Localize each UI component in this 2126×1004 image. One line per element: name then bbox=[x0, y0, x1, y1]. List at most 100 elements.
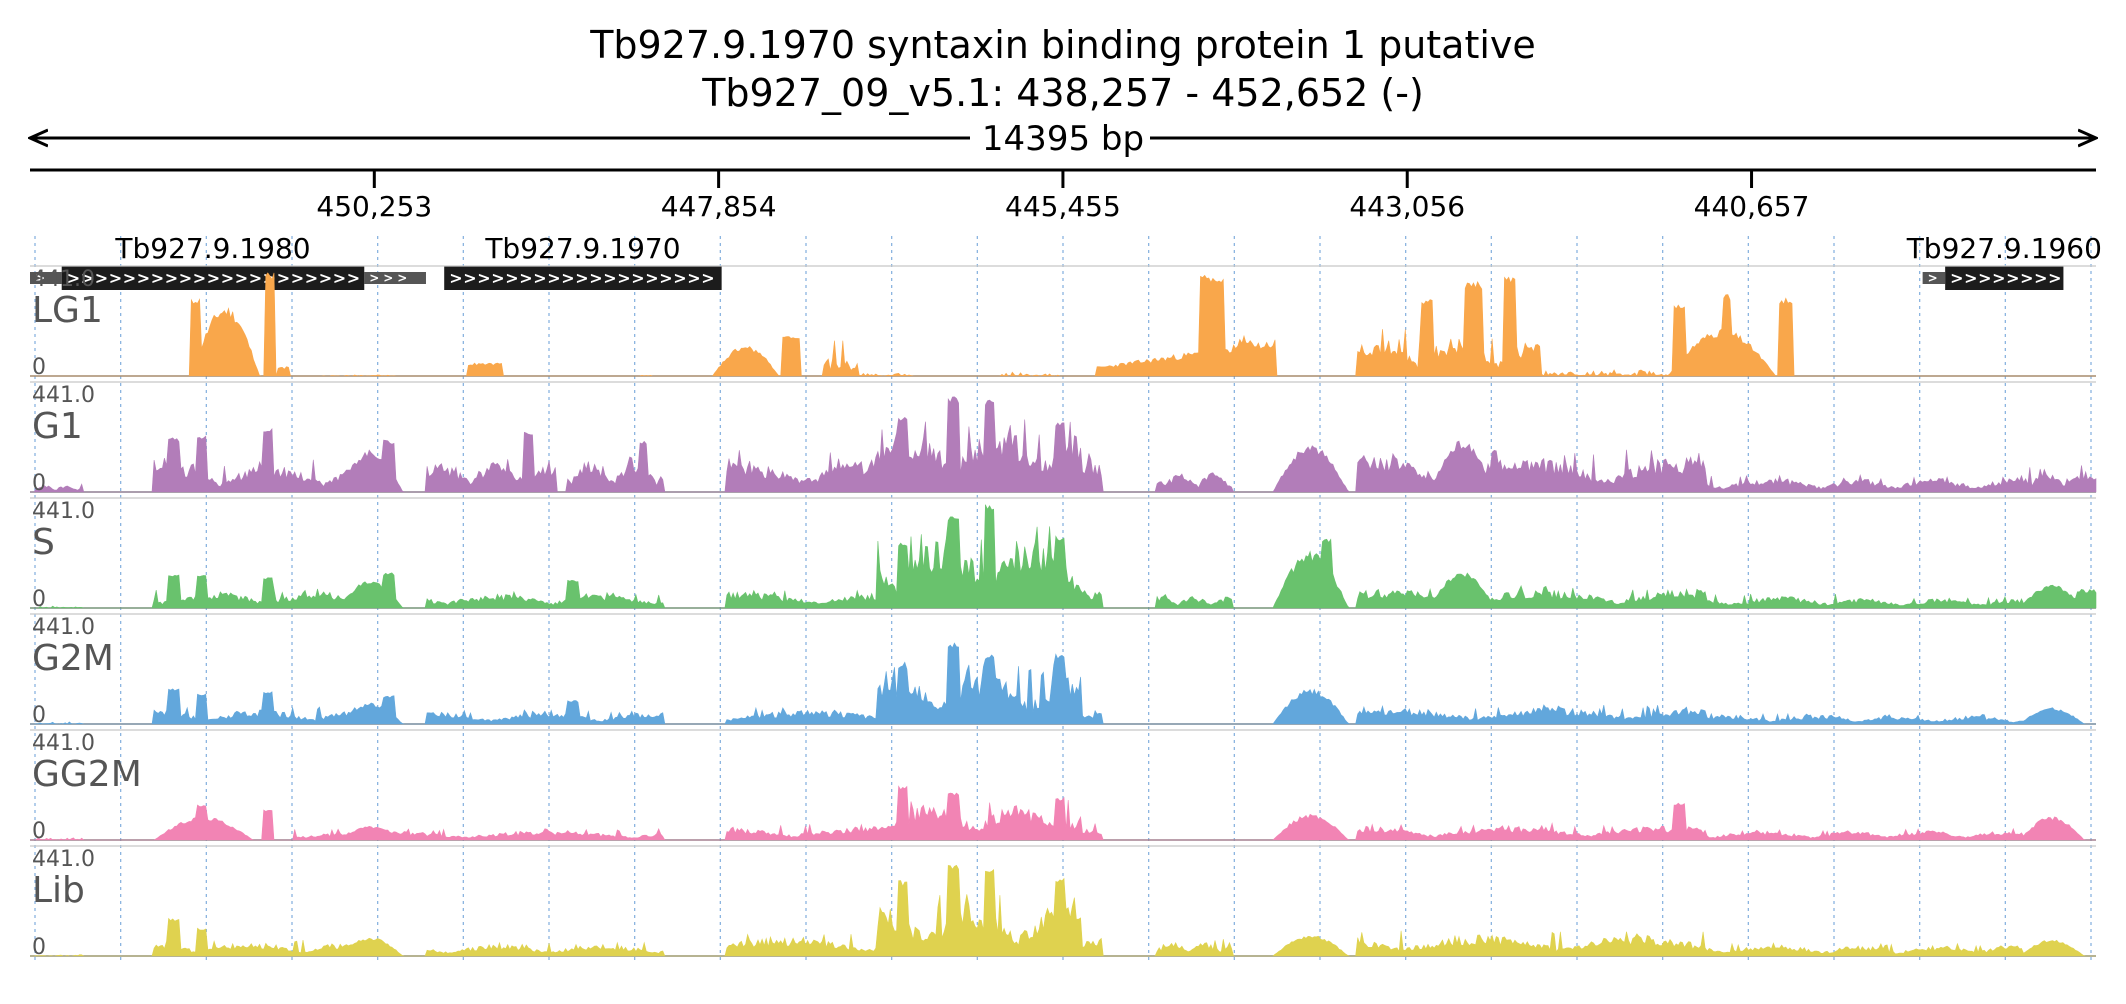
track-G1: 441.0 0 G1 bbox=[30, 381, 2097, 496]
strand-arrow: > bbox=[165, 269, 178, 288]
strand-arrow: > bbox=[249, 269, 262, 288]
tick-label: 443,056 bbox=[1349, 190, 1465, 223]
strand-arrow: > bbox=[35, 271, 45, 285]
tick-label: 445,455 bbox=[1005, 190, 1121, 223]
gene-feature bbox=[61, 266, 365, 290]
strand-arrow: > bbox=[1992, 269, 2005, 288]
strand-arrow: > bbox=[193, 269, 206, 288]
strand-arrow: > bbox=[319, 269, 332, 288]
y-max-label: 441.0 bbox=[32, 267, 95, 292]
strand-arrow: > bbox=[561, 269, 574, 288]
strand-arrow: > bbox=[491, 269, 504, 288]
strand-arrow: > bbox=[603, 269, 616, 288]
strand-arrow: > bbox=[533, 269, 546, 288]
y-max-label: 441.0 bbox=[32, 847, 95, 872]
track-GG2M: 441.0 0 GG2M bbox=[30, 729, 2096, 844]
strand-arrow: > bbox=[687, 269, 700, 288]
y-max-label: 441.0 bbox=[32, 383, 95, 408]
gene-Tb927.9.1970: > > > > > > > > > > > > > > > > > > >Tb927.9.1970 bbox=[444, 232, 722, 290]
strand-arrow: > bbox=[305, 269, 318, 288]
gene-label: Tb927.9.1980 bbox=[114, 232, 310, 265]
strand-arrow: > bbox=[2034, 269, 2047, 288]
strand-arrow: > bbox=[645, 269, 658, 288]
y-min-label: 0 bbox=[32, 471, 46, 496]
track-G2M: 441.0 0 G2M bbox=[30, 613, 2096, 728]
coverage-tracks: 441.00LG1441.00G1441.00S441.00G2M441.00G… bbox=[30, 265, 2097, 960]
strand-arrow: > bbox=[519, 269, 532, 288]
strand-arrow: > bbox=[2006, 269, 2019, 288]
strand-arrow: > bbox=[575, 269, 588, 288]
ruler-ticks: 450,253 447,854 445,455 443,056 440,657 bbox=[316, 170, 1809, 223]
coverage-area-G1 bbox=[30, 396, 2097, 493]
strand-arrow: > bbox=[137, 269, 150, 288]
strand-arrow: > bbox=[369, 271, 379, 285]
y-max-label: 441.0 bbox=[32, 731, 95, 756]
track-name: GG2M bbox=[32, 754, 142, 795]
strand-arrow: > bbox=[673, 269, 686, 288]
gene-track: >>>>>>>>>>>>>>>>>>>>>>>>>Tb927.9.1980>>>… bbox=[30, 232, 2102, 290]
tick-label: 440,657 bbox=[1694, 190, 1810, 223]
strand-arrow: > bbox=[505, 269, 518, 288]
strand-arrow: > bbox=[2048, 269, 2061, 288]
gene-feature bbox=[1945, 266, 2064, 290]
gene-Tb927.9.1980: >>>>>>>>>>>>>>>>>>>>>>>>>Tb927.9.1980 bbox=[30, 232, 426, 290]
track-S: 441.0 0 S bbox=[30, 497, 2097, 612]
strand-arrow: > bbox=[701, 269, 714, 288]
coverage-area-S bbox=[30, 504, 2097, 609]
track-Lib: 441.0 0 Lib bbox=[30, 845, 2096, 960]
y-min-label: 0 bbox=[32, 819, 46, 844]
gene-label: Tb927.9.1970 bbox=[484, 232, 680, 265]
track-LG1: 441.0 0 LG1 bbox=[30, 265, 2096, 380]
title-line1: Tb927.9.1970 syntaxin binding protein 1 … bbox=[589, 23, 1536, 67]
strand-arrow: > bbox=[1978, 269, 1991, 288]
strand-arrow: > bbox=[477, 269, 490, 288]
strand-arrow: > bbox=[1964, 269, 1977, 288]
strand-arrow: > bbox=[333, 269, 346, 288]
gene-feature bbox=[444, 266, 722, 290]
strand-arrow: > bbox=[397, 271, 407, 285]
strand-arrow: > bbox=[109, 269, 122, 288]
strand-arrow: > bbox=[631, 269, 644, 288]
strand-arrow: > bbox=[659, 269, 672, 288]
gene-label: Tb927.9.1960 bbox=[1906, 232, 2102, 265]
strand-arrow: > bbox=[277, 269, 290, 288]
strand-arrow: > bbox=[123, 269, 136, 288]
y-min-label: 0 bbox=[32, 935, 46, 960]
span-label: 14395 bp bbox=[982, 119, 1144, 159]
track-name: Lib bbox=[32, 870, 85, 911]
strand-arrow: > bbox=[151, 269, 164, 288]
strand-arrow: > bbox=[449, 269, 462, 288]
strand-arrow: > bbox=[291, 269, 304, 288]
gene-feature bbox=[1922, 272, 1946, 284]
strand-arrow: > bbox=[221, 269, 234, 288]
strand-arrow: > bbox=[589, 269, 602, 288]
gene-feature bbox=[30, 272, 62, 284]
gene-Tb927.9.1960: > > > > > > > > >Tb927.9.1960 bbox=[1906, 232, 2102, 290]
title-line2: Tb927_09_v5.1: 438,257 - 452,652 (-) bbox=[701, 71, 1424, 115]
strand-arrow: > bbox=[547, 269, 560, 288]
coverage-area-GG2M bbox=[30, 785, 2096, 841]
strand-arrow: > bbox=[347, 269, 360, 288]
strand-arrow: > bbox=[67, 269, 80, 288]
y-max-label: 441.0 bbox=[32, 615, 95, 640]
strand-arrow: > bbox=[95, 269, 108, 288]
coverage-area-G2M bbox=[30, 642, 2096, 725]
gene-feature bbox=[364, 272, 426, 284]
strand-arrow: > bbox=[179, 269, 192, 288]
strand-arrow: > bbox=[1950, 269, 1963, 288]
track-name: G2M bbox=[32, 638, 114, 679]
strand-arrow: > bbox=[235, 269, 248, 288]
y-min-label: 0 bbox=[32, 587, 46, 612]
tick-label: 450,253 bbox=[316, 190, 432, 223]
track-name: S bbox=[32, 522, 55, 563]
strand-arrow: > bbox=[207, 269, 220, 288]
strand-arrow: > bbox=[2020, 269, 2033, 288]
tick-label: 447,854 bbox=[661, 190, 777, 223]
y-min-label: 0 bbox=[32, 703, 46, 728]
strand-arrow: > bbox=[383, 271, 393, 285]
track-name: G1 bbox=[32, 406, 83, 447]
coverage-area-LG1 bbox=[30, 272, 2096, 377]
strand-arrow: > bbox=[617, 269, 630, 288]
